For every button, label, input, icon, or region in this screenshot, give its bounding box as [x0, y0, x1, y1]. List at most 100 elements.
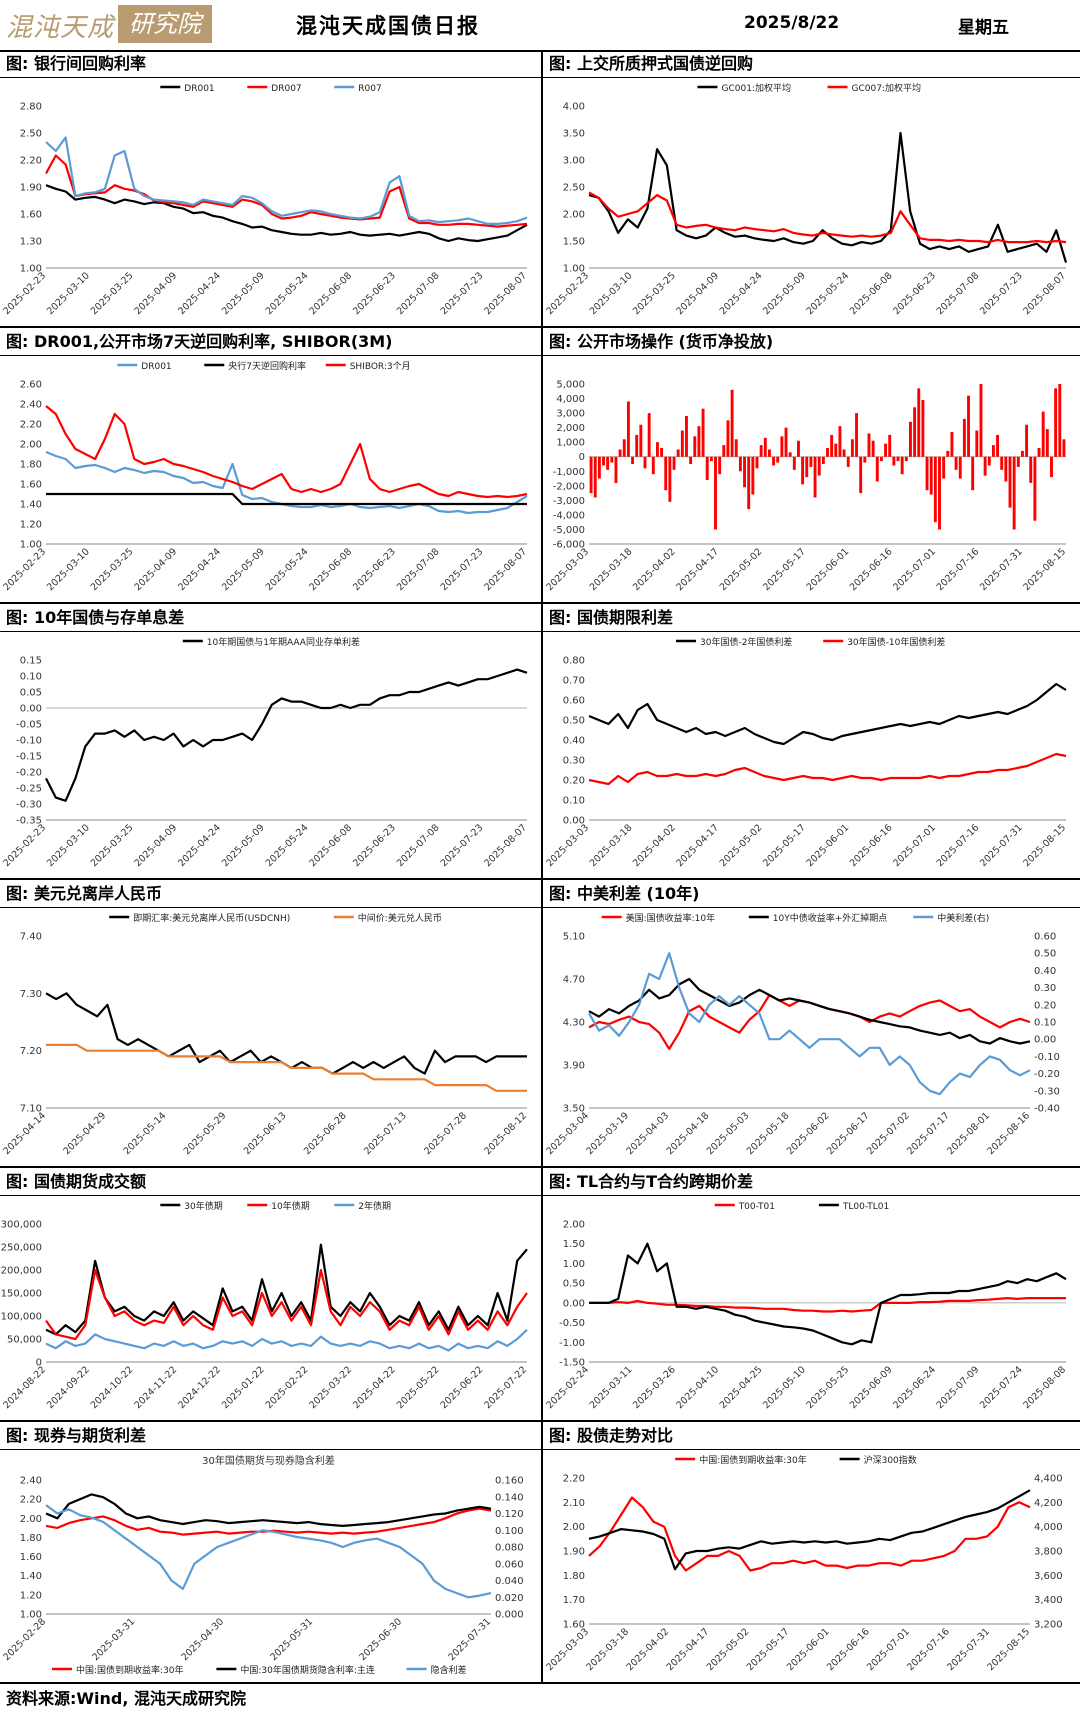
series-line — [46, 1043, 527, 1092]
y-tick-label: 1.20 — [20, 520, 42, 531]
bar — [1029, 456, 1033, 483]
bar — [730, 389, 734, 457]
bar — [996, 434, 1000, 457]
x-tick-label: 2025-08-12 — [482, 1110, 529, 1157]
x-tick-label: 2025-06-08 — [307, 822, 354, 869]
x-tick-label: 2025-04-10 — [674, 1364, 721, 1411]
data-source: 资料来源:Wind, 混沌天成研究院 — [0, 1682, 1080, 1714]
x-tick-label: 2025-03-25 — [89, 822, 136, 869]
bar — [834, 443, 838, 457]
chart-sse-repo: 1.001.502.002.503.003.504.002025-02-2320… — [544, 82, 1068, 317]
series-line — [588, 752, 1067, 786]
x-tick-label: 2025-04-09 — [132, 546, 179, 593]
bar — [780, 436, 784, 457]
y-tick-label: 2.00 — [20, 1514, 42, 1525]
bar — [1020, 450, 1024, 457]
x-tick-label: 2025-05-17 — [761, 546, 808, 593]
y-tick-label: 1.70 — [563, 1595, 585, 1606]
x-tick-label: 2024-08-22 — [1, 1364, 48, 1411]
bar — [913, 407, 917, 457]
y-tick-label: 0.70 — [563, 676, 585, 687]
x-tick-label: 2025-06-01 — [804, 822, 851, 869]
y2-tick-label: 0.60 — [1034, 932, 1056, 943]
legend-label: 10年期国债与1年期AAA同业存单利差 — [207, 636, 360, 648]
y-tick-label: 0.50 — [563, 716, 585, 727]
bar — [950, 432, 954, 457]
y2-tick-label: 0.160 — [495, 1476, 524, 1487]
chart-dr001-omo-shibor: 1.00 1.20 1.40 1.60 1.80 2.00 2.20 2.40 2.60 2025… — [1, 360, 529, 593]
x-tick-label: 2025-03-22 — [307, 1364, 354, 1411]
x-tick-label: 2025-04-17 — [674, 546, 721, 593]
y2-tick-label: 0.00 — [1034, 1035, 1056, 1046]
bar — [685, 416, 688, 457]
x-tick-label: 2025-04-02 — [631, 822, 678, 869]
x-tick-label: 2025-02-22 — [264, 1364, 311, 1411]
bar — [647, 413, 651, 457]
bar — [672, 456, 676, 470]
bar — [925, 456, 929, 491]
x-tick-label: 2024-12-22 — [176, 1364, 223, 1411]
x-tick-label: 2025-02-24 — [544, 1364, 591, 1411]
y-tick-label: 2,000 — [556, 423, 585, 434]
x-tick-label: 2025-05-24 — [264, 822, 311, 869]
x-tick-label: 2025-06-30 — [357, 1616, 404, 1663]
x-tick-label: 2025-03-25 — [89, 546, 136, 593]
x-tick-label: 2025-05-29 — [182, 1110, 229, 1157]
x-tick-label: 2025-08-15 — [1021, 822, 1068, 869]
chart-10y-cd-spread: -0.35 -0.30 -0.25 -0.20 -0.15 -0.10 -0.05 0.00 0… — [1, 636, 529, 869]
bar — [1012, 456, 1016, 530]
panel-title-10: 图: TL合约与T合约跨期价差 — [543, 1168, 1080, 1196]
y2-tick-label: 0.080 — [495, 1543, 524, 1554]
bar — [879, 456, 883, 462]
y-tick-label: 1.00 — [563, 1259, 585, 1270]
y2-tick-label: -0.40 — [1034, 1104, 1060, 1115]
x-tick-label: 2025-08-07 — [482, 822, 529, 869]
y-tick-label: 1.90 — [20, 183, 42, 194]
y-tick-label: 2.40 — [20, 1476, 42, 1487]
legend-label: 中国:国债到期收益率:30年 — [76, 1664, 184, 1676]
y-tick-label: 2.00 — [563, 210, 585, 221]
x-tick-label: 2025-04-24 — [176, 822, 223, 869]
legend-label: 美国:国债收益率:10年 — [626, 912, 716, 924]
x-tick-label: 2025-06-08 — [848, 270, 895, 317]
y-tick-label: 2.20 — [20, 420, 42, 431]
legend-label: DR001 — [184, 84, 214, 94]
bar — [1045, 429, 1049, 457]
y-tick-label: 1.00 — [20, 540, 42, 551]
bar — [722, 445, 726, 457]
y-tick-label: 1.90 — [563, 1547, 585, 1558]
y-tick-label: 1.00 — [20, 1610, 42, 1621]
bar — [1037, 448, 1041, 457]
y2-tick-label: 0.20 — [1034, 1000, 1056, 1011]
series-line — [45, 1243, 528, 1336]
x-tick-label: 2025-08-07 — [1021, 270, 1068, 317]
x-tick-label: 2025-03-18 — [588, 546, 635, 593]
y-tick-label: 0.00 — [563, 816, 585, 827]
x-tick-label: 2025-07-22 — [482, 1364, 529, 1411]
legend-label: GC001:加权平均 — [722, 82, 791, 94]
series-line — [45, 992, 527, 1075]
bar — [618, 449, 622, 457]
y-tick-label: 4.00 — [563, 102, 585, 113]
panel-title-12: 图: 股债走势对比 — [543, 1422, 1080, 1450]
x-tick-label: 2025-03-03 — [544, 822, 591, 869]
y-tick-label: 2.40 — [20, 400, 42, 411]
x-tick-label: 2025-05-02 — [718, 546, 765, 593]
x-tick-label: 2025-05-24 — [264, 546, 311, 593]
report-header: 混沌天成 研究院 混沌天成国债日报 2025/8/22 星期五 — [0, 0, 1080, 52]
x-tick-label: 2025-06-23 — [351, 546, 398, 593]
y-tick-label: 7.20 — [20, 1046, 42, 1057]
y2-tick-label: 3,800 — [1034, 1547, 1063, 1558]
y-tick-label: 0.80 — [563, 656, 585, 667]
bar — [821, 456, 825, 464]
panel-title-9: 图: 国债期货成交额 — [0, 1168, 541, 1196]
chart-basis-spread: 30年国债期货与现券隐含利差 1.00 1.20 1.40 1.60 1.80 2.00 2.… — [1, 1454, 524, 1676]
x-tick-label: 2025-03-18 — [588, 822, 635, 869]
bar — [967, 395, 970, 457]
bar — [1050, 456, 1053, 478]
series-line — [588, 191, 1067, 244]
x-tick-label: 2025-08-16 — [985, 1110, 1032, 1157]
y-tick-label: 7.30 — [20, 989, 42, 1000]
y-tick-label: 7.40 — [20, 932, 42, 943]
column-divider — [541, 50, 543, 1682]
